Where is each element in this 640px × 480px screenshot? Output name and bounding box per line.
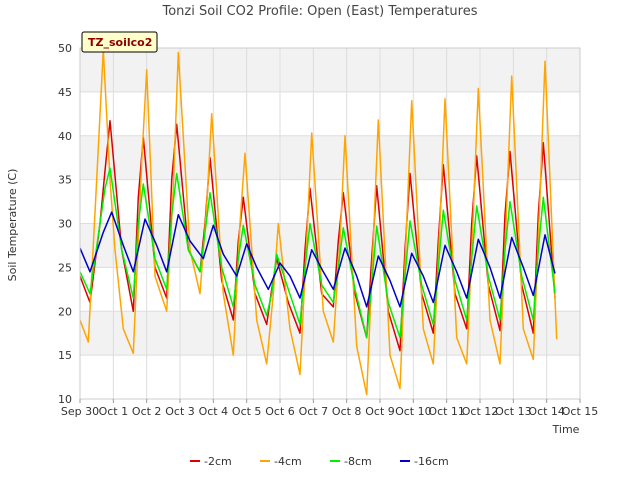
x-tick-label: Oct 15 [562, 405, 599, 418]
x-axis-label: Time [552, 423, 580, 436]
chart-title: Tonzi Soil CO2 Profile: Open (East) Temp… [161, 4, 477, 19]
x-tick-label: Oct 8 [332, 405, 362, 418]
legend-item--4cm: -4cm [260, 455, 302, 468]
x-tick-label: Oct 6 [265, 405, 295, 418]
x-tick-label: Oct 4 [199, 405, 229, 418]
series-line--8cm [79, 167, 556, 339]
x-tick-label: Oct 11 [428, 405, 465, 418]
legend-label: -16cm [414, 455, 449, 468]
x-tick-label: Oct 7 [299, 405, 329, 418]
badge: TZ_soilco2 [81, 31, 158, 53]
x-tick-label: Oct 2 [132, 405, 162, 418]
x-tick-label: Oct 10 [395, 405, 432, 418]
x-tick-label: Oct 5 [232, 405, 262, 418]
y-tick-label: 45 [58, 86, 72, 99]
legend-item--8cm: -8cm [330, 455, 372, 468]
y-tick-label: 10 [58, 393, 72, 406]
x-tick-label: Oct 14 [528, 405, 565, 418]
legend-label: -4cm [274, 455, 302, 468]
series-line--4cm [79, 49, 558, 396]
y-tick-label: 15 [58, 349, 72, 362]
series-line--16cm [79, 211, 556, 308]
legend-label: -2cm [204, 455, 232, 468]
y-tick-label: 35 [58, 174, 72, 187]
x-tick-label: Sep 30 [61, 405, 99, 418]
plot-band [80, 223, 580, 268]
x-tick-label: Oct 3 [165, 405, 195, 418]
y-tick-label: 30 [58, 218, 72, 231]
x-tick-label: Oct 13 [495, 405, 532, 418]
y-tick-label: 25 [58, 261, 72, 274]
y-axis-ticks: 10 15 20 25 30 35 40 45 50 [58, 42, 72, 406]
y-tick-label: 40 [58, 130, 72, 143]
plot-frame [79, 47, 581, 400]
legend-item--2cm: -2cm [190, 455, 232, 468]
badge-text: TZ_soilco2 [88, 36, 152, 49]
x-axis-ticks: Sep 30 Oct 1 Oct 2 Oct 3 Oct 4 Oct 5 Oct 6 Oct … [61, 399, 598, 418]
legend-label: -8cm [344, 455, 372, 468]
x-tick-label: Oct 1 [99, 405, 129, 418]
badge-box [81, 31, 158, 53]
plot-band [80, 48, 580, 92]
y-tick-label: 20 [58, 305, 72, 318]
x-tick-label: Oct 12 [462, 405, 499, 418]
series-layer [79, 49, 558, 396]
y-axis-label: Soil Temperature (C) [6, 169, 19, 282]
y-tick-label: 50 [58, 42, 72, 55]
plot-band [80, 135, 580, 180]
legend-item--16cm: -16cm [400, 455, 449, 468]
x-tick-label: Oct 9 [365, 405, 395, 418]
legend: -2cm -4cm -8cm -16cm [190, 455, 449, 468]
